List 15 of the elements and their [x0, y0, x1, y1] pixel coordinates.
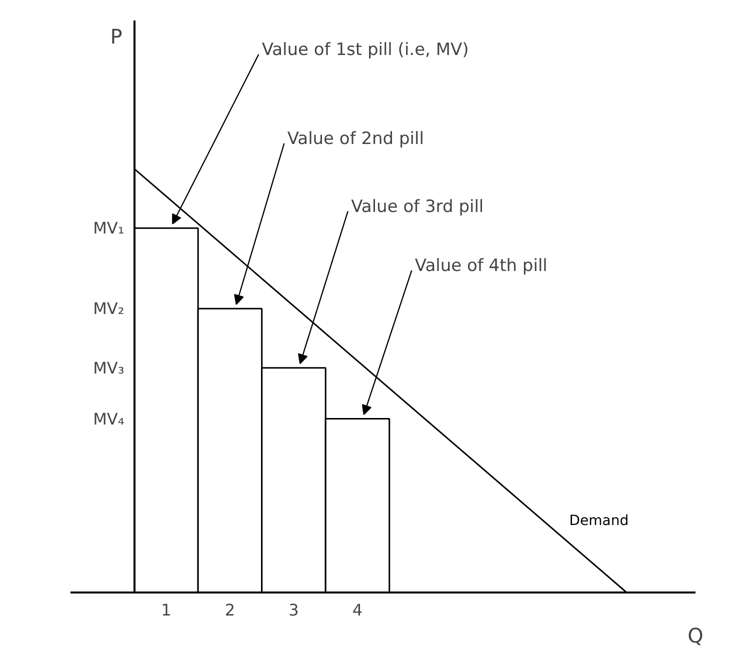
annotation: MV₃ — [93, 358, 124, 378]
annotation: Value of 1st pill (i.e, MV) — [262, 40, 469, 60]
text: P — [110, 24, 122, 48]
annotation: MV₂ — [93, 299, 124, 318]
series-label: Demand — [569, 512, 629, 529]
x-tick-label: 4 — [352, 600, 363, 620]
x-tick-label: 1 — [161, 600, 172, 620]
x-axis-title: Q — [688, 624, 704, 648]
annotation: Value of 2nd pill — [287, 129, 424, 150]
annotation: Value of 3rd pill — [351, 196, 484, 217]
x-tick-label: 3 — [288, 600, 299, 620]
annotation: MV₄ — [93, 409, 124, 428]
annotation: Value of 4th pill — [414, 256, 548, 276]
annotation: MV₁ — [93, 218, 124, 238]
x-tick-label: 2 — [224, 600, 236, 620]
